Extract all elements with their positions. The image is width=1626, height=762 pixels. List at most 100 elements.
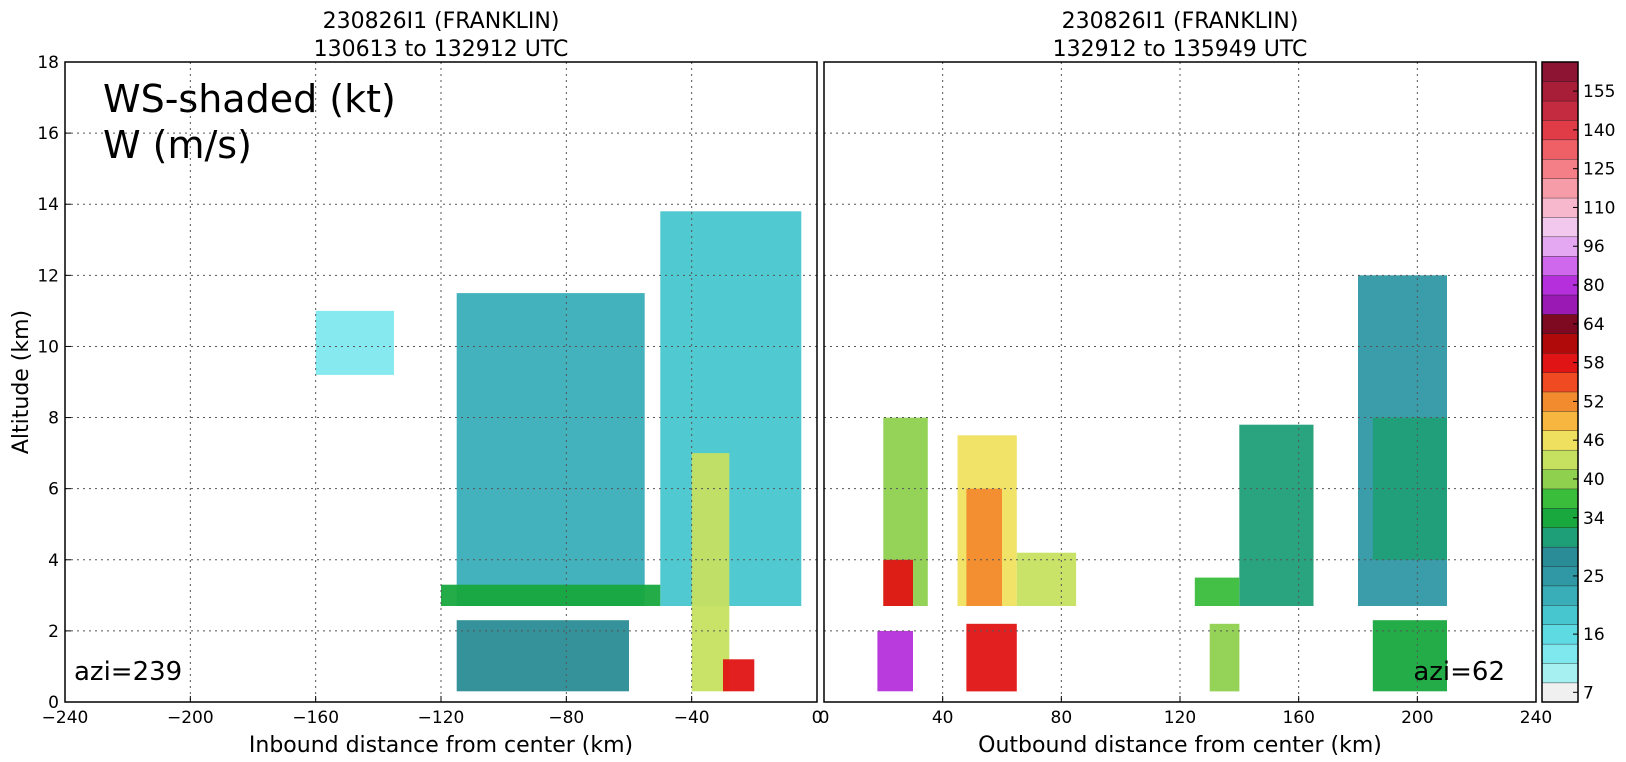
left-x-tick-label: −80: [548, 708, 584, 728]
colorbar-segments: [1541, 61, 1579, 703]
right-echo-region: [877, 630, 913, 692]
colorbar-tick-label: 7: [1583, 683, 1594, 703]
left-y-ticks: 0 2 4 6 8 10 12 14 16 18: [37, 53, 71, 713]
colorbar-segment: [1541, 313, 1579, 335]
colorbar-tick-label: 80: [1583, 276, 1605, 296]
y-tick-label: 10: [37, 337, 59, 357]
colorbar-tick-label: 125: [1583, 160, 1615, 180]
colorbar-segment: [1541, 158, 1579, 179]
right-x-tick-label: 240: [1520, 708, 1552, 728]
colorbar-segment: [1541, 430, 1579, 451]
right-echo-regions: [877, 275, 1447, 692]
colorbar-segment: [1541, 372, 1579, 393]
right-azimuth-label: azi=62: [1413, 657, 1505, 687]
left-x-tick-label: −40: [674, 708, 710, 728]
colorbar-segment: [1541, 61, 1579, 82]
y-tick-label: 2: [48, 622, 59, 642]
y-axis-label: Altitude (km): [9, 310, 34, 454]
colorbar-segment: [1541, 81, 1579, 102]
left-panel: −240 −200 −160 −120 −80 −40 0 024681012141618 …: [9, 9, 822, 758]
right-echo-region: [966, 623, 1017, 692]
right-x-tick-label: 160: [1282, 708, 1314, 728]
left-echo-region: [441, 584, 661, 606]
colorbar-segment: [1541, 410, 1579, 431]
y-tick-label: 14: [37, 195, 59, 215]
y-tick-label: 0: [48, 693, 59, 713]
colorbar-segment: [1541, 682, 1579, 703]
colorbar-tick-label: 96: [1583, 237, 1605, 257]
right-title-line2: 132912 to 135949 UTC: [1053, 37, 1308, 62]
colorbar-segment: [1541, 352, 1579, 373]
left-echo-region: [456, 620, 629, 692]
colorbar-tick-label: 58: [1583, 354, 1605, 374]
right-grid: [824, 62, 1536, 702]
right-x-ticks: 0 40 80 120 160 200 240: [819, 696, 1552, 728]
legend-line2: W (m/s): [103, 123, 252, 167]
left-echo-region: [723, 659, 755, 692]
colorbar-tick-label: 155: [1583, 82, 1615, 102]
right-x-tick-label: 80: [1051, 708, 1073, 728]
colorbar-segment: [1541, 624, 1579, 645]
left-echo-region: [660, 211, 802, 607]
left-x-tick-label: −160: [292, 708, 339, 728]
left-x-ticks: −240 −200 −160 −120 −80 −40 0: [42, 696, 823, 728]
colorbar-segment: [1541, 449, 1579, 470]
left-echo-region: [456, 293, 645, 606]
right-echo-region: [883, 559, 913, 606]
colorbar-segment: [1541, 566, 1579, 587]
right-x-tick-label: 40: [932, 708, 954, 728]
left-title-line1: 230826I1 (FRANKLIN): [323, 9, 560, 34]
colorbar-segment: [1541, 294, 1579, 315]
colorbar-segment: [1541, 585, 1579, 606]
colorbar-tick-label: 34: [1583, 509, 1605, 529]
colorbar-segment: [1541, 178, 1579, 199]
left-x-axis-label: Inbound distance from center (km): [249, 733, 633, 758]
right-echo-region: [966, 488, 1002, 606]
colorbar-tick-label: 110: [1583, 198, 1615, 218]
colorbar-segment: [1541, 255, 1579, 276]
right-echo-region: [1372, 417, 1447, 560]
left-azimuth-label: azi=239: [74, 657, 182, 687]
colorbar-segment: [1541, 275, 1579, 296]
colorbar-segment: [1541, 391, 1579, 412]
right-x-tick-label: 120: [1164, 708, 1196, 728]
right-echo-region: [1194, 577, 1240, 606]
left-x-tick-label: 0: [812, 708, 823, 728]
colorbar-segment: [1541, 507, 1579, 528]
colorbar-tick-label: 52: [1583, 392, 1605, 412]
left-echo-region: [315, 310, 394, 375]
colorbar-tick-label: 64: [1583, 315, 1605, 335]
right-echo-region: [1239, 424, 1314, 606]
y-tick-label: 4: [48, 551, 59, 571]
right-x-tick-label: 0: [819, 708, 830, 728]
colorbar-ticks: 155 140 125 110 96 80 64 58 52 46 40 34 25 16 7: [1573, 82, 1615, 703]
y-tick-label: 8: [48, 409, 59, 429]
colorbar: 155 140 125 110 96 80 64 58 52 46 40 34 25 16 7: [1541, 61, 1615, 703]
right-echo-region: [1016, 552, 1077, 606]
left-x-tick-label: −200: [167, 708, 214, 728]
right-x-axis-label: Outbound distance from center (km): [978, 733, 1382, 758]
left-x-tick-label: −240: [42, 708, 89, 728]
colorbar-segment: [1541, 139, 1579, 160]
legend-line1: WS-shaded (kt): [103, 77, 396, 121]
left-title-line2: 130613 to 132912 UTC: [314, 37, 569, 62]
colorbar-segment: [1541, 604, 1579, 625]
colorbar-segment: [1541, 236, 1579, 257]
colorbar-tick-label: 25: [1583, 567, 1605, 587]
colorbar-segment: [1541, 546, 1579, 567]
colorbar-segment: [1541, 333, 1579, 354]
colorbar-segment: [1541, 197, 1579, 218]
colorbar-segment: [1541, 100, 1579, 121]
colorbar-segment: [1541, 663, 1579, 684]
colorbar-segment: [1541, 216, 1579, 238]
left-echo-region: [691, 453, 730, 692]
colorbar-tick-label: 46: [1583, 431, 1605, 451]
y-tick-label: 6: [48, 480, 59, 500]
colorbar-tick-label: 40: [1583, 470, 1605, 490]
colorbar-segment: [1541, 643, 1579, 664]
colorbar-tick-label: 16: [1583, 625, 1605, 645]
y-tick-label: 18: [37, 53, 59, 73]
colorbar-frame: [1541, 61, 1579, 703]
colorbar-segment: [1541, 469, 1579, 490]
